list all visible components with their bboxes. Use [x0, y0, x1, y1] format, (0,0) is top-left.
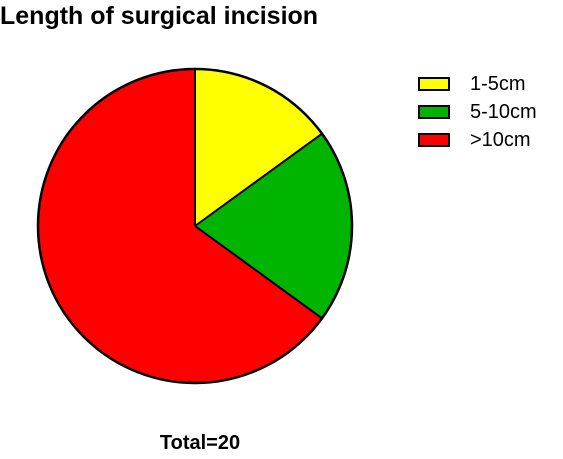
legend-swatch-over-10cm — [418, 133, 450, 147]
slice-divider — [194, 225, 323, 320]
pie-slice-over-10cm — [37, 69, 323, 383]
legend: 1-5cm 5-10cm >10cm — [418, 70, 537, 154]
legend-label-5-10cm: 5-10cm — [470, 101, 537, 123]
legend-swatch-5-10cm — [418, 105, 450, 119]
pie-slice-5-10cm — [195, 133, 352, 319]
legend-label-1-5cm: 1-5cm — [470, 73, 526, 95]
pie-outline — [36, 67, 354, 385]
legend-item-1-5cm: 1-5cm — [418, 70, 537, 98]
slice-divider — [194, 132, 323, 227]
chart-title: Length of surgical incision — [0, 2, 319, 30]
legend-label-over-10cm: >10cm — [470, 129, 531, 151]
legend-item-5-10cm: 5-10cm — [418, 98, 537, 126]
pie-slices — [36, 67, 354, 385]
legend-item-over-10cm: >10cm — [418, 126, 537, 154]
legend-swatch-1-5cm — [418, 77, 450, 91]
total-label: Total=20 — [159, 432, 241, 454]
pie-slice-1-5cm — [195, 69, 323, 226]
